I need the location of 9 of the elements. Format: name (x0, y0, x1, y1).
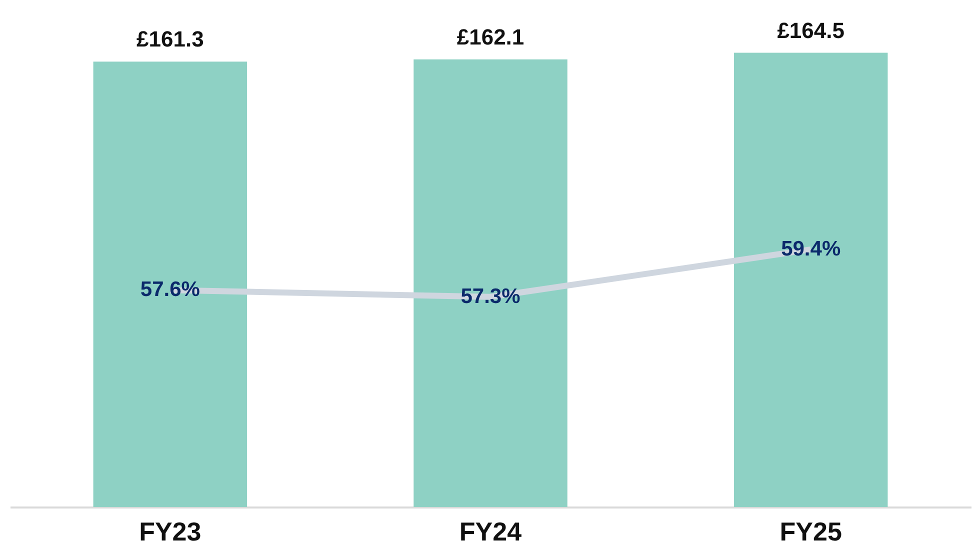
x-tick-label: FY25 (780, 516, 842, 546)
data-label: £161.3 (136, 26, 204, 52)
data-label: £162.1 (456, 24, 524, 50)
data-label: £164.5 (777, 18, 844, 43)
data-label: 57.3% (460, 284, 521, 308)
x-tick-label: FY23 (139, 516, 202, 546)
data-label: 57.6% (140, 278, 200, 302)
data-label: 59.4% (781, 237, 841, 260)
x-tick-label: FY24 (459, 516, 522, 546)
